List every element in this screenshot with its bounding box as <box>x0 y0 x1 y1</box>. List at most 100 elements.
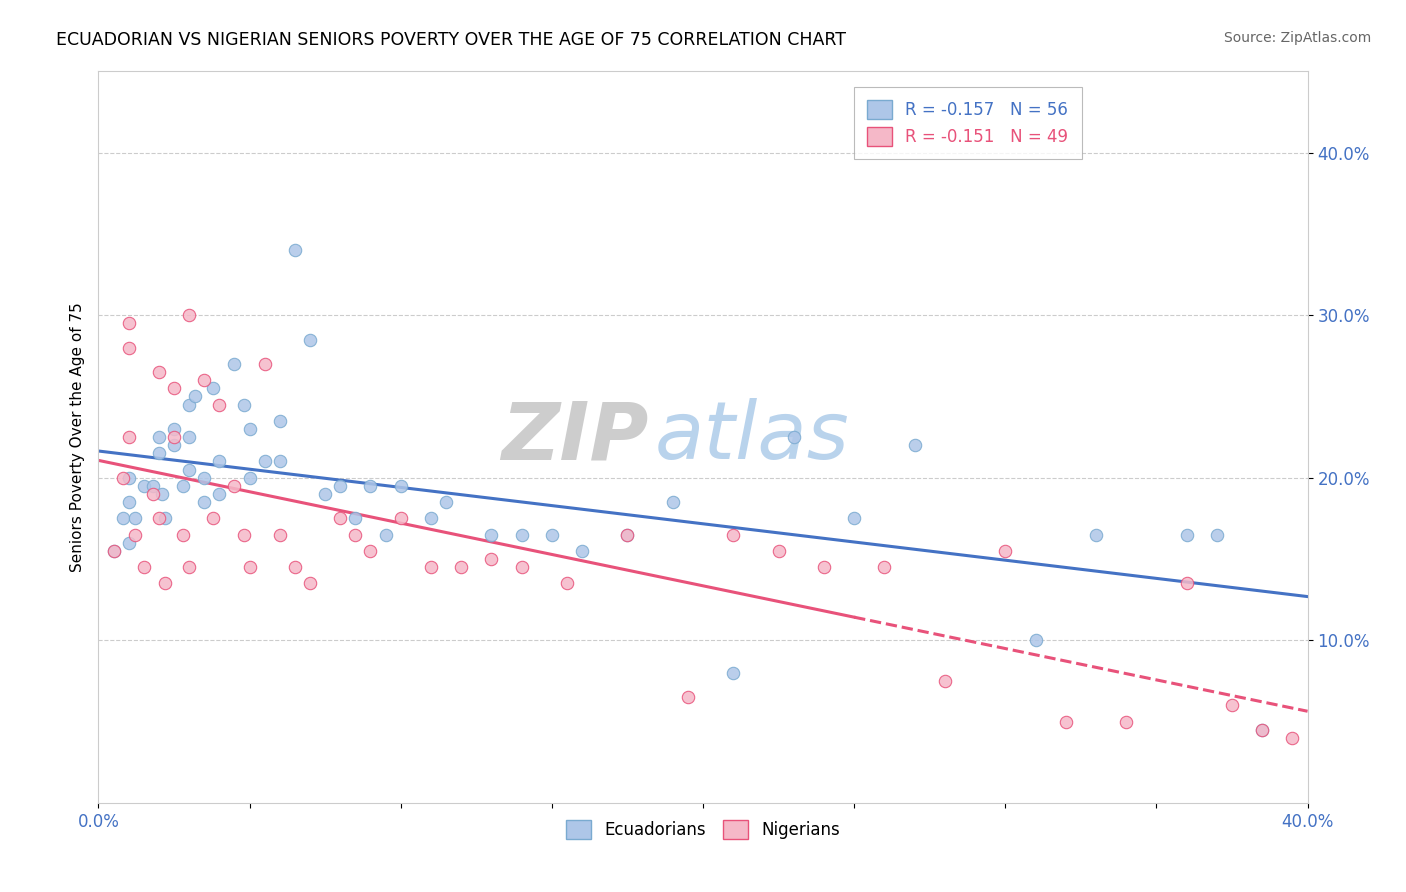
Point <box>329 479 352 493</box>
Point <box>661 495 683 509</box>
Point <box>239 471 262 485</box>
Point <box>193 495 215 509</box>
Point <box>540 527 562 541</box>
Point <box>179 462 201 476</box>
Point <box>148 511 170 525</box>
Point <box>616 527 638 541</box>
Point <box>450 560 472 574</box>
Point <box>124 527 146 541</box>
Point <box>132 479 155 493</box>
Point <box>224 479 246 493</box>
Point <box>179 308 201 322</box>
Point <box>269 527 291 541</box>
Point <box>360 479 382 493</box>
Point <box>118 535 141 549</box>
Point <box>510 560 533 574</box>
Point <box>616 527 638 541</box>
Point <box>224 357 246 371</box>
Point <box>783 430 806 444</box>
Point <box>1206 527 1229 541</box>
Point <box>208 487 231 501</box>
Point <box>1220 698 1243 713</box>
Point <box>118 341 141 355</box>
Point <box>142 479 165 493</box>
Point <box>118 495 141 509</box>
Point <box>148 446 170 460</box>
Point <box>329 511 352 525</box>
Point <box>314 487 336 501</box>
Text: atlas: atlas <box>655 398 849 476</box>
Point <box>1054 714 1077 729</box>
Text: ECUADORIAN VS NIGERIAN SENIORS POVERTY OVER THE AGE OF 75 CORRELATION CHART: ECUADORIAN VS NIGERIAN SENIORS POVERTY O… <box>56 31 846 49</box>
Point <box>481 527 503 541</box>
Point <box>232 527 254 541</box>
Point <box>1175 527 1198 541</box>
Y-axis label: Seniors Poverty Over the Age of 75: Seniors Poverty Over the Age of 75 <box>69 302 84 572</box>
Point <box>1251 723 1274 737</box>
Point <box>299 333 322 347</box>
Point <box>420 511 443 525</box>
Point <box>510 527 533 541</box>
Point <box>269 414 291 428</box>
Point <box>179 430 201 444</box>
Point <box>360 544 382 558</box>
Point <box>193 373 215 387</box>
Text: ZIP: ZIP <box>501 398 648 476</box>
Point <box>239 560 262 574</box>
Point <box>253 357 276 371</box>
Legend: Ecuadorians, Nigerians: Ecuadorians, Nigerians <box>560 814 846 846</box>
Point <box>118 316 141 330</box>
Point <box>163 430 186 444</box>
Point <box>269 454 291 468</box>
Point <box>118 471 141 485</box>
Point <box>299 576 322 591</box>
Point <box>103 544 125 558</box>
Point <box>208 398 231 412</box>
Point <box>934 673 956 688</box>
Point <box>1115 714 1137 729</box>
Point <box>481 552 503 566</box>
Point <box>103 544 125 558</box>
Point <box>434 495 457 509</box>
Point <box>994 544 1017 558</box>
Point <box>723 527 745 541</box>
Point <box>163 381 186 395</box>
Point <box>163 438 186 452</box>
Point <box>179 560 201 574</box>
Point <box>253 454 276 468</box>
Point <box>284 560 307 574</box>
Point <box>1085 527 1108 541</box>
Point <box>150 487 173 501</box>
Point <box>184 389 207 403</box>
Point <box>904 438 927 452</box>
Point <box>163 422 186 436</box>
Point <box>284 243 307 257</box>
Point <box>1175 576 1198 591</box>
Point <box>142 487 165 501</box>
Point <box>172 527 194 541</box>
Point <box>768 544 790 558</box>
Point <box>111 471 134 485</box>
Point <box>723 665 745 680</box>
Point <box>1251 723 1274 737</box>
Point <box>676 690 699 705</box>
Point <box>1281 731 1303 745</box>
Point <box>873 560 896 574</box>
Point <box>232 398 254 412</box>
Point <box>124 511 146 525</box>
Point <box>344 511 367 525</box>
Point <box>344 527 367 541</box>
Point <box>420 560 443 574</box>
Point <box>132 560 155 574</box>
Point <box>844 511 866 525</box>
Point <box>148 430 170 444</box>
Text: Source: ZipAtlas.com: Source: ZipAtlas.com <box>1223 31 1371 45</box>
Point <box>389 479 412 493</box>
Point <box>153 576 176 591</box>
Point <box>179 398 201 412</box>
Point <box>202 511 225 525</box>
Point <box>153 511 176 525</box>
Point <box>111 511 134 525</box>
Point <box>389 511 412 525</box>
Point <box>239 422 262 436</box>
